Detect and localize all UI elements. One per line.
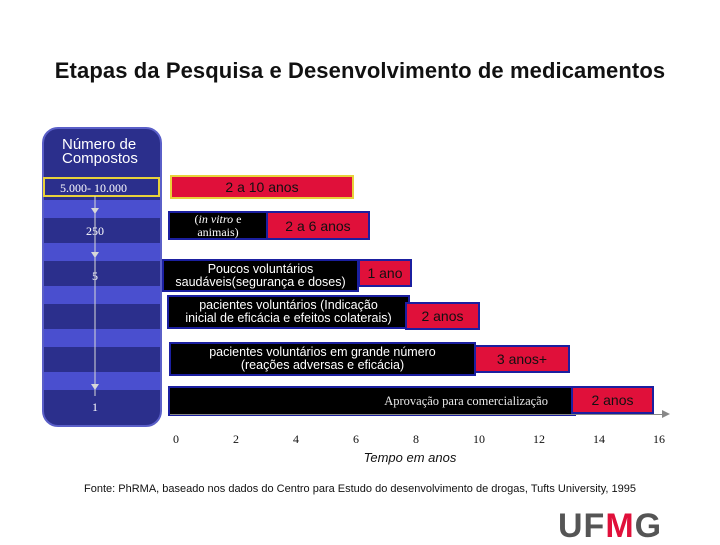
stage-2-label-text: (in vitro e animais) — [194, 211, 242, 239]
logo-part2: M — [605, 507, 635, 545]
stage-2-label-rest: e — [233, 211, 242, 226]
stage-3-duration: 1 ano — [358, 259, 412, 287]
column-stripe — [44, 286, 160, 304]
compounds-value-4: 1 — [92, 400, 98, 414]
column-stripe — [44, 329, 160, 347]
x-tick: 12 — [533, 432, 545, 446]
column-stripe — [44, 372, 160, 390]
column-arrows — [91, 196, 99, 396]
x-tick: 0 — [173, 432, 179, 446]
compounds-value-1: 5.000- 10.000 — [60, 181, 127, 195]
compounds-header: Número de Compostos — [62, 136, 152, 167]
stage-4-label: pacientes voluntários (Indicação inicial … — [167, 295, 410, 329]
stage-5-label-line1: pacientes voluntários em grande número — [209, 345, 436, 359]
logo-part1: UF — [558, 507, 606, 545]
x-axis-line — [170, 414, 667, 415]
stage-3-label-line1: Poucos voluntários — [207, 261, 314, 276]
x-axis-label: Tempo em anos — [363, 450, 457, 465]
stage-5-duration: 3 anos+ — [474, 345, 570, 373]
x-tick: 4 — [293, 432, 299, 446]
arrow-head-icon — [91, 208, 99, 214]
compounds-highlight-box — [43, 177, 160, 197]
stage-2-label-italic: in vitro — [198, 211, 234, 226]
logo-part3: G — [634, 507, 663, 545]
stage-5-label-line2: (reações adversas e eficácia) — [240, 358, 405, 372]
compounds-header-line1: Número de — [62, 136, 137, 153]
x-tick: 8 — [413, 432, 419, 446]
column-stripe — [44, 243, 160, 261]
stage-2-duration: 2 a 6 anos — [266, 211, 370, 240]
stage-4-label-line2: inicial de eficácia e efeitos colaterais… — [185, 311, 392, 325]
column-stripe — [44, 200, 160, 218]
x-axis-arrow-icon — [662, 410, 670, 418]
arrow-head-icon — [91, 252, 99, 258]
stage-1-duration: 2 a 10 anos — [170, 175, 354, 199]
x-tick: 6 — [353, 432, 359, 446]
source-note: Fonte: PhRMA, baseado nos dados do Centr… — [84, 483, 636, 495]
compounds-header-line2: Compostos — [62, 150, 138, 167]
ufmg-logo: UFMG — [558, 508, 662, 544]
x-tick: 16 — [653, 432, 665, 446]
stage-4-label-line1: pacientes voluntários (Indicação — [199, 298, 378, 312]
stage-2-label-line2: animais) — [197, 224, 239, 239]
stage-2-label: (in vitro e animais) — [168, 211, 268, 240]
arrow-head-icon — [91, 384, 99, 390]
stage-6-label: Aprovação para comercialização — [168, 386, 576, 416]
stage-6-duration: 2 anos — [571, 386, 654, 414]
x-tick: 2 — [233, 432, 239, 446]
stage-3-label: Poucos voluntários saudáveis(segurança e … — [162, 259, 359, 292]
x-tick: 14 — [593, 432, 605, 446]
page-title: Etapas da Pesquisa e Desenvolvimento de … — [54, 58, 666, 83]
stage-3-label-line2: saudáveis(segurança e doses) — [175, 274, 346, 289]
stage-4-duration: 2 anos — [405, 302, 480, 330]
x-tick: 10 — [473, 432, 485, 446]
stage-5-label: pacientes voluntários em grande número (r… — [169, 342, 476, 376]
